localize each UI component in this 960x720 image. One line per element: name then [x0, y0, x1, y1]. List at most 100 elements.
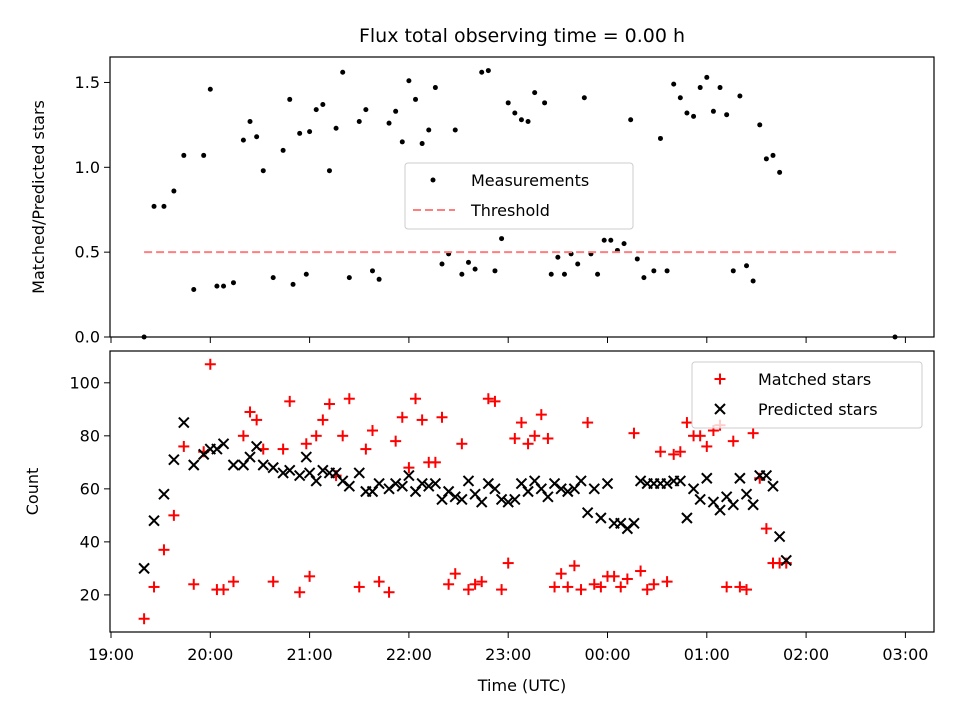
- data-point: [138, 613, 150, 625]
- data-point: [634, 475, 647, 487]
- data-point: [188, 578, 200, 590]
- data-point: [555, 254, 561, 260]
- data-point: [499, 236, 505, 242]
- data-point: [694, 493, 706, 506]
- marker-b: [548, 477, 561, 490]
- data-point: [721, 581, 733, 593]
- data-point: [777, 169, 783, 175]
- data-point: [740, 488, 753, 500]
- marker-b: [581, 507, 594, 519]
- data-point: [260, 168, 266, 174]
- x-tick-label: 19:00: [88, 645, 134, 664]
- data-point: [303, 271, 309, 277]
- data-point: [757, 122, 763, 128]
- data-point: [760, 469, 773, 482]
- data-point: [687, 483, 700, 495]
- data-point: [353, 467, 365, 479]
- data-point: [677, 95, 683, 101]
- data-point: [588, 483, 600, 495]
- data-point: [426, 127, 432, 133]
- legend-label: Measurements: [471, 171, 589, 190]
- marker-b: [740, 488, 753, 500]
- data-point: [747, 499, 759, 511]
- marker-b: [423, 480, 435, 492]
- data-point: [701, 472, 713, 484]
- data-point: [581, 95, 587, 101]
- data-point: [472, 266, 478, 272]
- marker-b: [178, 416, 190, 429]
- marker-b: [284, 464, 296, 476]
- data-point: [515, 417, 527, 429]
- data-point: [201, 152, 207, 158]
- data-point: [280, 147, 286, 153]
- data-point: [724, 112, 730, 118]
- marker-b: [336, 475, 349, 487]
- data-point: [204, 358, 216, 370]
- data-point: [214, 283, 220, 289]
- data-point: [727, 435, 739, 447]
- data-point: [369, 268, 375, 274]
- marker-b: [747, 499, 759, 511]
- data-point: [178, 416, 190, 429]
- data-point: [284, 395, 296, 407]
- data-point: [529, 430, 541, 442]
- data-point: [489, 395, 501, 407]
- data-point: [512, 110, 518, 116]
- data-point: [227, 459, 240, 471]
- marker-b: [330, 467, 342, 479]
- data-point: [747, 427, 759, 439]
- data-point: [138, 562, 150, 575]
- data-point: [161, 203, 167, 209]
- data-point: [449, 491, 461, 503]
- x-tick-label: 22:00: [386, 645, 432, 664]
- marker-b: [601, 477, 614, 490]
- data-point: [727, 499, 739, 511]
- panel-top: 0.0 0.5 1.0 1.5 Matched/Predicted stars Flux …: [29, 25, 935, 347]
- data-point: [462, 584, 474, 596]
- data-point: [588, 578, 600, 590]
- data-point: [317, 414, 329, 426]
- x-tick-label: 02:00: [783, 645, 829, 664]
- data-point: [674, 475, 687, 487]
- data-point: [244, 406, 256, 418]
- data-point: [701, 440, 713, 452]
- data-point: [237, 430, 249, 442]
- data-point: [423, 480, 435, 492]
- data-point: [651, 268, 657, 274]
- data-point: [290, 281, 296, 287]
- panel-bottom: 20 40 60 80 100 19:00 20:00 21:00 22:00 23:00 00:0…: [23, 350, 935, 695]
- x-tick-label: 03:00: [882, 645, 928, 664]
- data-point: [452, 127, 458, 133]
- marker-b: [615, 517, 627, 530]
- plot-frame: [109, 56, 935, 338]
- data-point: [221, 283, 227, 289]
- data-point: [674, 446, 686, 458]
- data-point: [416, 414, 428, 426]
- data-point: [191, 286, 197, 292]
- data-point: [542, 491, 554, 503]
- marker-b: [389, 477, 402, 490]
- marker-b: [310, 475, 322, 487]
- data-point: [555, 568, 567, 580]
- data-point: [760, 523, 772, 535]
- data-point: [734, 472, 746, 484]
- y-tick-label: 100: [69, 373, 100, 392]
- data-point: [744, 263, 750, 269]
- data-point: [522, 485, 534, 498]
- data-point: [178, 440, 190, 452]
- marker-b: [343, 480, 356, 492]
- data-point: [773, 530, 786, 543]
- data-point: [356, 118, 362, 124]
- marker-b: [227, 459, 240, 471]
- data-point: [668, 448, 680, 460]
- marker-b: [373, 477, 385, 490]
- data-point: [168, 453, 180, 466]
- legend-label: Predicted stars: [758, 400, 878, 419]
- legend-swatch: [714, 403, 726, 415]
- data-point: [542, 100, 548, 106]
- data-point: [323, 398, 335, 410]
- data-point: [548, 271, 554, 277]
- data-point: [671, 81, 677, 87]
- marker-b: [168, 453, 180, 466]
